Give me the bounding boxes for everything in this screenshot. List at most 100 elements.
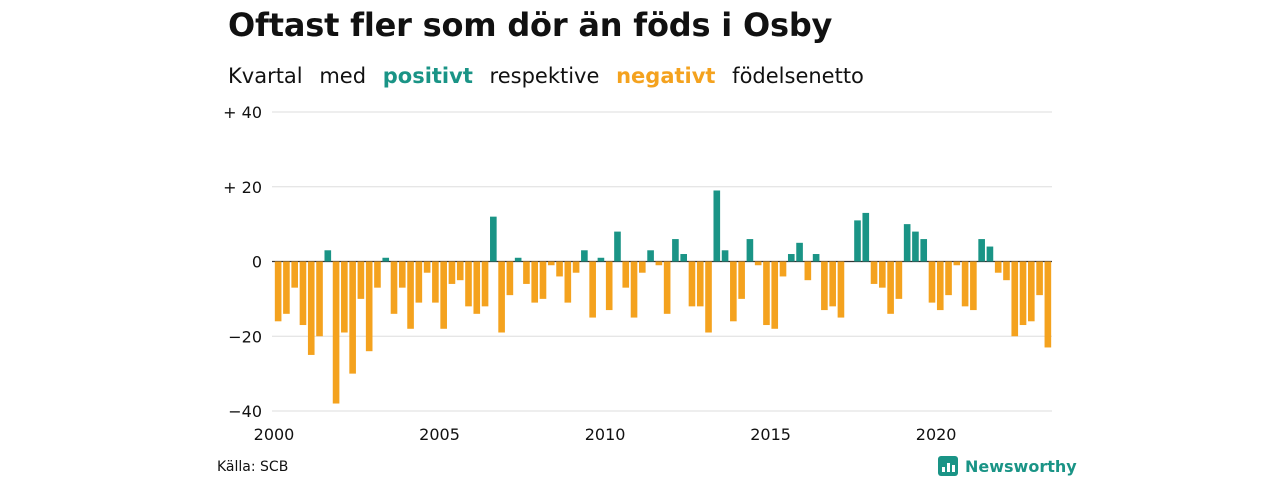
bar — [829, 261, 836, 307]
bar — [672, 239, 679, 262]
bar — [605, 261, 613, 311]
x-tick-label: 2010 — [585, 425, 626, 444]
bar — [349, 261, 356, 374]
bar — [754, 261, 762, 266]
bar — [514, 257, 522, 262]
bar — [663, 261, 671, 314]
bar — [415, 261, 423, 303]
bar — [945, 261, 952, 296]
bar — [274, 261, 282, 322]
bar — [647, 250, 654, 262]
x-tick-label: 2000 — [254, 425, 295, 444]
chart-title: Oftast fler som dör än föds i Osby — [228, 6, 833, 44]
bar — [779, 261, 787, 277]
bar — [357, 261, 365, 299]
bar — [970, 261, 977, 311]
bar — [696, 261, 704, 307]
bar — [812, 254, 820, 262]
bar — [862, 212, 870, 262]
y-tick-label: 0 — [252, 253, 262, 272]
brand-logo: Newsworthy — [938, 456, 1077, 476]
bar — [473, 261, 481, 314]
bar — [721, 250, 729, 262]
bar — [837, 261, 845, 318]
bar — [341, 261, 348, 333]
bar-chart-logo-icon — [938, 456, 958, 476]
bar — [705, 261, 712, 333]
bar — [821, 261, 828, 311]
bar — [713, 190, 721, 262]
source-note: Källa: SCB — [217, 459, 289, 475]
bar — [920, 239, 928, 262]
bar — [481, 261, 489, 307]
bar — [572, 261, 580, 273]
bar — [771, 261, 779, 329]
subtitle-negative-word: negativt — [616, 64, 716, 88]
bar — [746, 239, 754, 262]
bar — [1044, 261, 1052, 348]
bar — [978, 239, 985, 262]
bar — [523, 261, 530, 284]
bar — [1036, 261, 1043, 296]
brand-name: Newsworthy — [965, 456, 1077, 476]
bar — [796, 242, 803, 262]
bar — [994, 261, 1002, 273]
subtitle-positive-word: positivt — [382, 64, 473, 88]
bar — [655, 261, 663, 266]
y-tick-label: + 40 — [223, 103, 262, 122]
subtitle-part3: respektive — [489, 64, 600, 88]
bar — [961, 261, 969, 307]
bar — [928, 261, 936, 303]
bar — [448, 261, 456, 284]
bar — [879, 261, 886, 288]
bar — [614, 231, 621, 262]
bar — [912, 231, 919, 262]
bar — [365, 261, 373, 352]
bar — [1019, 261, 1027, 326]
bar — [887, 261, 894, 314]
bar — [763, 261, 770, 326]
bar — [986, 246, 994, 262]
bar — [564, 261, 572, 303]
chart-subtitle: Kvartal med positivt respektive negativt… — [228, 64, 874, 88]
bar — [936, 261, 944, 311]
bar — [1003, 261, 1010, 281]
bar — [440, 261, 447, 329]
bar — [332, 261, 340, 404]
bar — [465, 261, 472, 307]
bar — [787, 254, 795, 262]
bar — [630, 261, 638, 318]
bar — [870, 261, 878, 284]
subtitle-part1: Kvartal — [228, 64, 303, 88]
x-tick-label: 2005 — [419, 425, 460, 444]
bar — [547, 261, 555, 266]
y-tick-label: −40 — [228, 402, 262, 421]
bar — [283, 261, 290, 314]
bar — [953, 261, 961, 266]
bar — [398, 261, 406, 288]
subtitle-part4: födelsenetto — [732, 64, 864, 88]
bar — [490, 216, 497, 262]
bar — [730, 261, 737, 322]
bar — [638, 261, 646, 273]
bar — [903, 224, 911, 262]
bar — [680, 254, 688, 262]
bar — [382, 257, 390, 262]
bar — [307, 261, 315, 355]
bar — [581, 250, 588, 262]
bar — [390, 261, 398, 314]
bar — [506, 261, 514, 296]
x-tick-label: 2020 — [916, 425, 957, 444]
bar — [1027, 261, 1035, 322]
y-tick-label: + 20 — [223, 178, 262, 197]
bar — [539, 261, 547, 299]
bar — [374, 261, 381, 288]
bar — [738, 261, 745, 299]
bar — [299, 261, 307, 326]
bar — [597, 257, 605, 262]
bar — [432, 261, 439, 303]
bar — [804, 261, 812, 281]
bar — [423, 261, 431, 273]
bar — [895, 261, 903, 299]
